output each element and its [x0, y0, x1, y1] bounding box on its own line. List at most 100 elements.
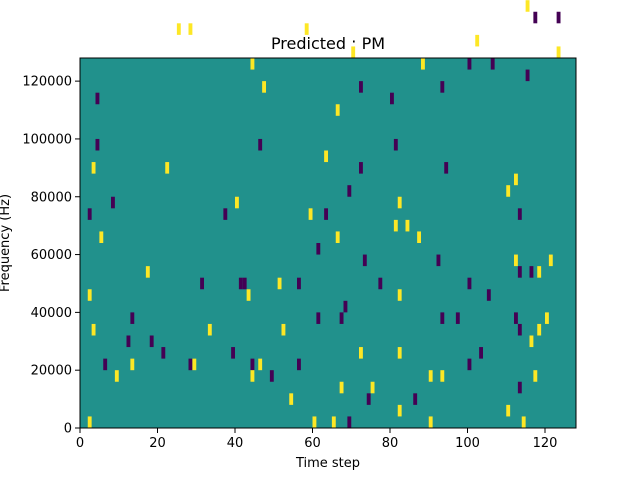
- heatmap-cell-high: [533, 370, 538, 382]
- heatmap-cell-low: [467, 358, 472, 371]
- heatmap-cell-low: [525, 69, 530, 82]
- heatmap-cell-high: [370, 381, 375, 394]
- heatmap-cell-low: [200, 277, 205, 290]
- heatmap-cell-low: [413, 393, 418, 405]
- heatmap-cell-low: [250, 358, 255, 371]
- heatmap-cell-low: [359, 162, 363, 174]
- heatmap-cell-high: [428, 370, 433, 382]
- heatmap-cell-high: [324, 150, 329, 163]
- heatmap-cell-high: [397, 404, 402, 417]
- heatmap-cell-low: [258, 138, 263, 151]
- plot-area: [79, 0, 577, 429]
- heatmap-cell-high: [114, 370, 119, 382]
- heatmap-cell-high: [87, 289, 92, 301]
- heatmap-cell-low: [111, 196, 115, 209]
- heatmap-cell-low: [297, 277, 301, 290]
- heatmap-cell-low: [297, 358, 301, 371]
- heatmap-cell-high: [529, 335, 534, 348]
- heatmap-cell-high: [246, 289, 251, 301]
- heatmap-cell-high: [475, 34, 480, 47]
- heatmap-cell-high: [405, 219, 410, 232]
- heatmap-cell-low: [347, 185, 352, 197]
- heatmap-cell-high: [250, 58, 255, 70]
- heatmap-cell-high: [548, 254, 553, 267]
- x-tick-label: 0: [76, 436, 84, 451]
- heatmap-cell-low: [149, 335, 154, 348]
- heatmap-cell-low: [126, 335, 131, 348]
- heatmap-cell-high: [91, 323, 96, 336]
- heatmap-cell-low: [366, 393, 371, 405]
- heatmap-cell-high: [304, 23, 309, 35]
- x-tick-label: 100: [455, 436, 480, 451]
- heatmap-cell-low: [479, 347, 484, 359]
- heatmap-cell-low: [347, 416, 352, 428]
- heatmap-cell-low: [517, 208, 522, 220]
- heatmap-cell-low: [514, 312, 518, 324]
- y-tick-label: 0: [64, 422, 72, 437]
- heatmap-cell-high: [335, 104, 340, 116]
- heatmap-cell-high: [428, 416, 433, 428]
- heatmap-cell-high: [165, 162, 170, 174]
- heatmap-cell-high: [397, 347, 402, 359]
- heatmap-cell-high: [506, 185, 511, 197]
- heatmap-cell-high: [417, 231, 422, 243]
- heatmap-cell-low: [378, 277, 383, 290]
- x-axis-label: Time step: [295, 456, 360, 471]
- heatmap-cell-high: [277, 277, 282, 290]
- heatmap-cell-high: [537, 266, 542, 278]
- heatmap-cell-high: [176, 23, 181, 35]
- heatmap-cell-low: [486, 289, 491, 301]
- y-tick-label: 100000: [22, 132, 72, 147]
- heatmap-cell-low: [269, 370, 274, 382]
- heatmap-cell-high: [99, 231, 104, 243]
- heatmap-cell-low: [467, 58, 472, 70]
- x-axis: 0 20 40 60 80 100 120: [76, 428, 558, 451]
- heatmap-cell-low: [467, 277, 472, 290]
- heatmap-cell-low: [324, 208, 329, 220]
- heatmap-cell-low: [316, 312, 321, 324]
- heatmap-cell-low: [103, 358, 108, 371]
- heatmap-cell-low: [231, 347, 236, 359]
- x-tick-label: 80: [382, 436, 399, 451]
- heatmap-cell-high: [514, 254, 518, 267]
- heatmap-cell-low: [316, 243, 321, 255]
- heatmap-cell-low: [444, 162, 449, 174]
- x-tick-label: 20: [149, 436, 166, 451]
- heatmap-cell-high: [537, 323, 542, 336]
- heatmap-cell-high: [421, 58, 425, 70]
- heatmap-cell-low: [436, 254, 441, 267]
- plot-frame: [79, 57, 577, 429]
- heatmap-cell-high: [506, 404, 511, 417]
- heatmap-cell-high: [556, 46, 561, 58]
- x-tick-label: 60: [304, 436, 321, 451]
- heatmap-cell-low: [533, 11, 538, 24]
- heatmap-cell-high: [335, 231, 340, 243]
- heatmap-cell-low: [223, 208, 228, 220]
- heatmap-cell-low: [343, 300, 348, 313]
- heatmap-cell-high: [397, 289, 402, 301]
- y-tick-label: 40000: [31, 306, 72, 321]
- x-tick-label: 120: [533, 436, 558, 451]
- heatmap-cell-low: [455, 312, 460, 324]
- y-axis: 0 20000 40000 60000 80000 100000 120000: [22, 75, 80, 437]
- heatmap-cell-low: [359, 81, 363, 93]
- heatmap-cell-low: [517, 266, 522, 278]
- heatmap-cell-high: [440, 370, 445, 382]
- heatmap-cell-high: [188, 23, 193, 35]
- heatmap-cell-low: [188, 358, 193, 371]
- heatmap-cell-high: [130, 358, 135, 371]
- heatmap-cell-high: [289, 393, 294, 405]
- heatmap-cell-low: [130, 312, 135, 324]
- heatmap-cell-low: [87, 208, 92, 220]
- heatmap-cell-high: [262, 81, 267, 93]
- heatmap-cell-high: [514, 173, 518, 186]
- heatmap-cell-low: [440, 312, 445, 324]
- heatmap-cell-high: [258, 358, 263, 371]
- x-tick-label: 40: [227, 436, 244, 451]
- heatmap-cell-low: [339, 312, 344, 324]
- heatmap-cell-high: [250, 370, 255, 382]
- heatmap-cell-high: [312, 416, 317, 428]
- plot-background: [80, 58, 576, 428]
- heatmap-cell-low: [556, 11, 561, 24]
